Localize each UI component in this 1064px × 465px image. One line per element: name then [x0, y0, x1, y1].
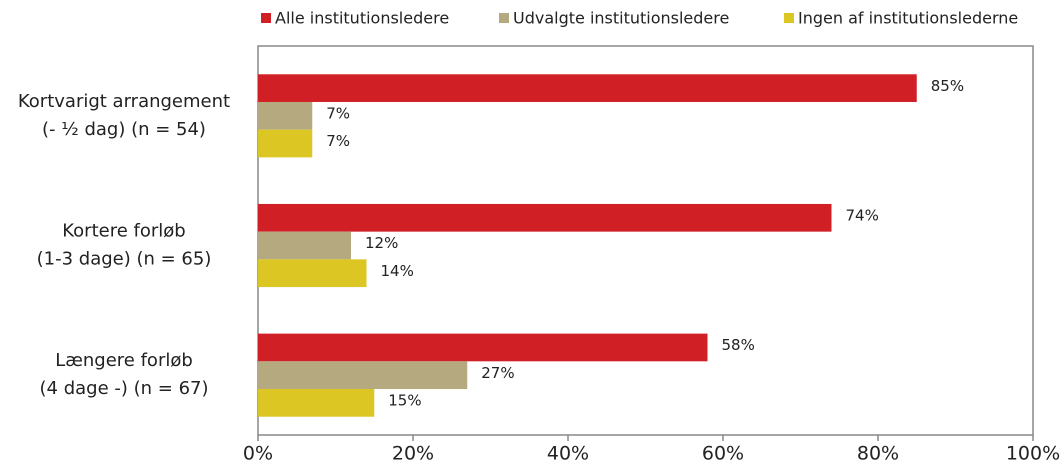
bar [258, 129, 313, 158]
value-label: 74% [846, 206, 879, 224]
y-tick-label: Kortvarigt arrangement [18, 91, 230, 112]
y-tick-label: Længere forløb [55, 350, 193, 371]
legend-label: Alle institutionsledere [275, 9, 449, 28]
y-tick-label: (4 dage -) (n = 67) [40, 378, 209, 399]
x-tick-label: 60% [702, 443, 744, 465]
legend-label: Ingen af institutionslederne [798, 9, 1018, 28]
value-label: 27% [481, 364, 514, 382]
x-tick-label: 40% [547, 443, 589, 465]
value-label: 7% [326, 104, 350, 122]
legend-swatch [499, 13, 509, 23]
x-tick-label: 20% [392, 443, 434, 465]
y-tick-label: Kortere forløb [62, 221, 185, 242]
value-label: 12% [365, 234, 398, 252]
value-label: 14% [381, 262, 414, 280]
bar [258, 74, 917, 102]
bar [258, 259, 367, 288]
value-label: 7% [326, 132, 350, 150]
legend-swatch [784, 13, 794, 23]
value-label: 85% [931, 77, 964, 95]
value-label: 15% [388, 392, 421, 410]
value-label: 58% [722, 336, 755, 354]
bar [258, 333, 708, 362]
bar [258, 231, 351, 260]
bar [258, 101, 313, 130]
bar [258, 203, 832, 232]
y-tick-label: (- ½ dag) (n = 54) [42, 119, 206, 140]
legend-swatch [261, 13, 271, 23]
x-tick-label: 80% [857, 443, 899, 465]
bar [258, 389, 375, 417]
legend-label: Udvalgte institutionsledere [513, 9, 729, 28]
bar [258, 361, 468, 390]
x-tick-label: 100% [1006, 443, 1060, 465]
x-tick-label: 0% [243, 443, 273, 465]
y-tick-label: (1-3 dage) (n = 65) [37, 249, 212, 270]
